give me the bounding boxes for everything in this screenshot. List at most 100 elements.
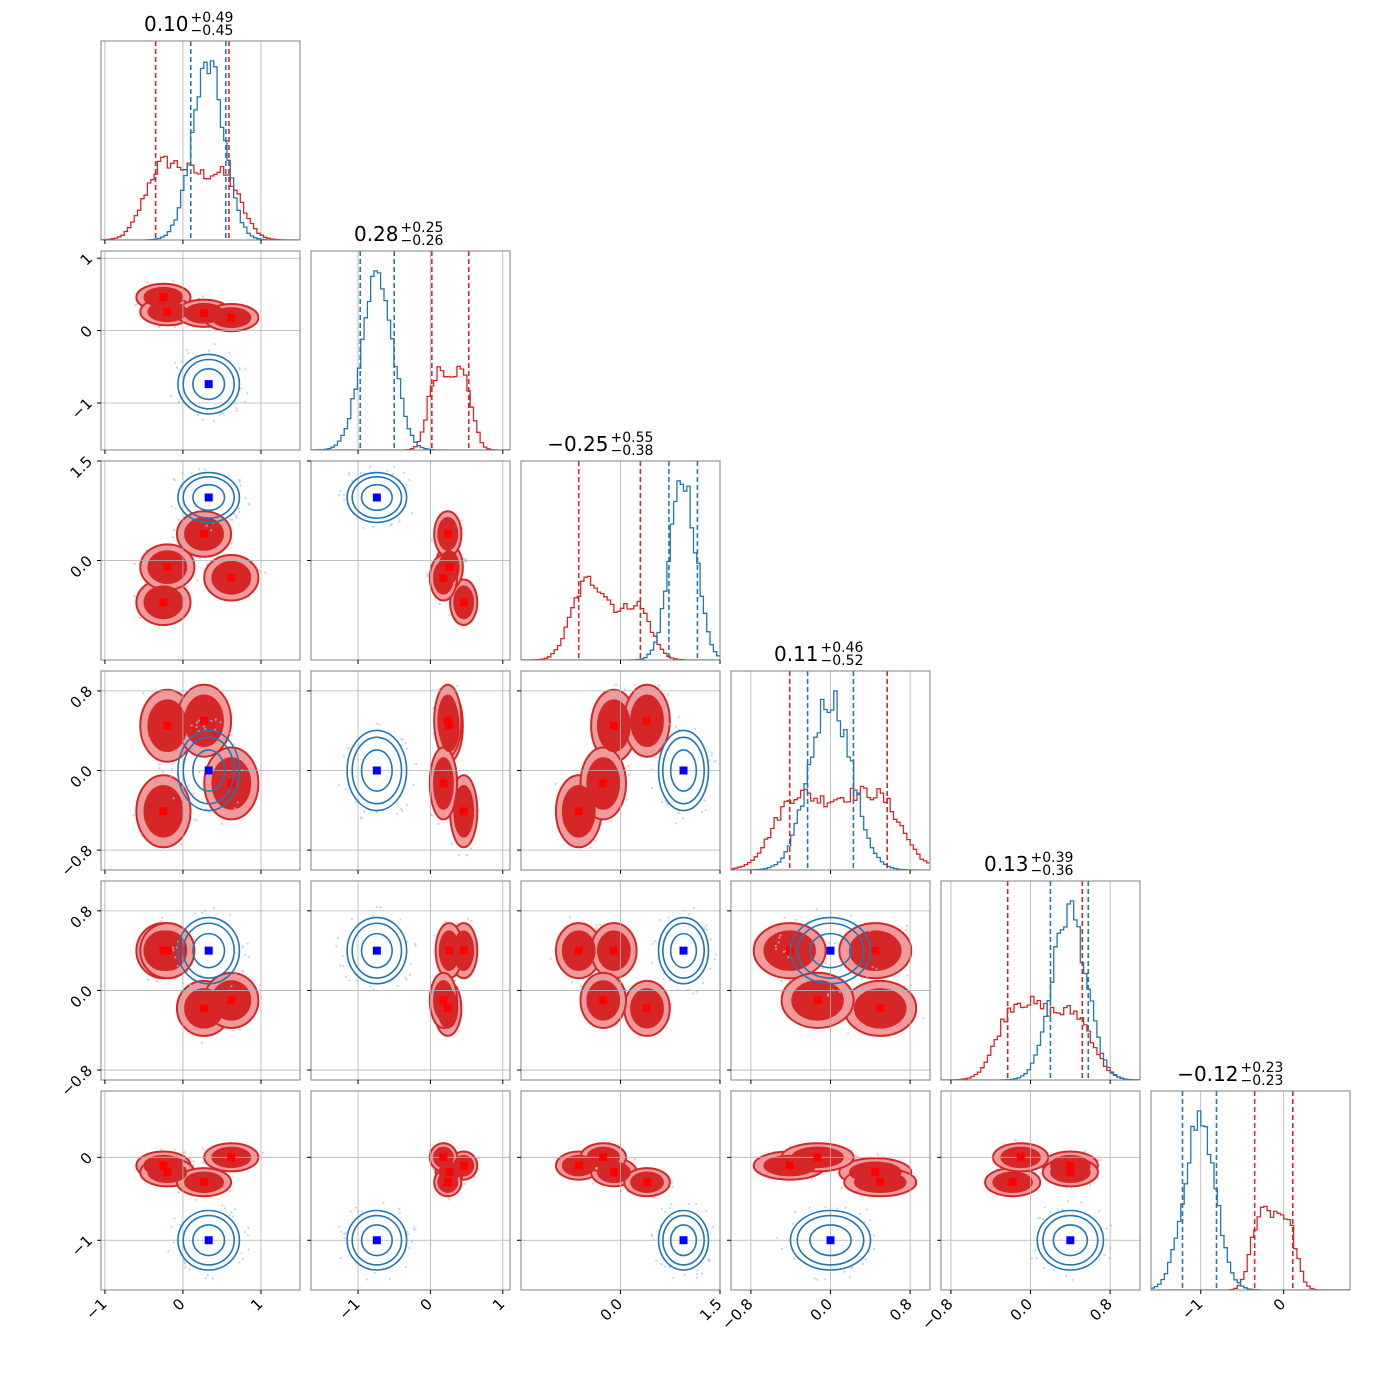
sample-point bbox=[372, 914, 375, 917]
sample-point bbox=[193, 818, 196, 821]
sample-point bbox=[470, 919, 473, 922]
sample-point bbox=[378, 723, 381, 726]
sample-point bbox=[179, 843, 183, 846]
sample-point bbox=[346, 747, 350, 750]
red-truth-marker bbox=[599, 996, 608, 1005]
red-truth-marker bbox=[599, 779, 608, 788]
x-tick-label: −1 bbox=[1178, 1295, 1206, 1323]
sample-point bbox=[146, 978, 150, 982]
blue-contour bbox=[182, 476, 235, 519]
sample-point bbox=[244, 953, 247, 957]
blue-truth-marker bbox=[826, 1236, 835, 1245]
sample-point bbox=[173, 1148, 176, 1151]
sample-point bbox=[240, 1252, 243, 1255]
sample-point bbox=[179, 1223, 182, 1226]
sample-point bbox=[795, 918, 798, 922]
sample-point bbox=[155, 980, 159, 983]
sample-point bbox=[408, 973, 411, 976]
sample-point bbox=[135, 303, 139, 306]
red-truth-marker bbox=[643, 716, 652, 725]
sample-point bbox=[1110, 1224, 1113, 1227]
y-tick-label: −0.8 bbox=[58, 1062, 96, 1100]
sample-point bbox=[658, 918, 661, 921]
sample-point bbox=[864, 1258, 867, 1261]
sample-point bbox=[594, 927, 598, 930]
sample-point bbox=[224, 526, 228, 529]
sample-point bbox=[696, 1269, 699, 1272]
sample-point bbox=[398, 520, 401, 523]
sample-point bbox=[710, 751, 713, 754]
blue-truth-marker bbox=[204, 946, 213, 955]
sample-point bbox=[203, 468, 207, 471]
sample-point bbox=[406, 940, 409, 943]
sample-point bbox=[192, 792, 195, 795]
blue-contour bbox=[192, 749, 226, 792]
sample-point bbox=[463, 1182, 467, 1186]
sample-point bbox=[355, 979, 358, 982]
sample-point bbox=[610, 820, 613, 823]
sample-point bbox=[1071, 1278, 1074, 1281]
x-tick-label: 0 bbox=[417, 1295, 436, 1314]
sample-point bbox=[201, 418, 205, 421]
sample-point bbox=[405, 804, 408, 807]
blue-contour bbox=[1052, 1224, 1089, 1257]
sample-point bbox=[1036, 1217, 1040, 1220]
sample-point bbox=[787, 956, 790, 959]
sample-point bbox=[341, 954, 345, 958]
sample-point bbox=[821, 967, 824, 970]
sample-point bbox=[693, 727, 697, 730]
sample-point bbox=[190, 724, 193, 727]
sample-point bbox=[187, 987, 190, 990]
frames-layer bbox=[100, 40, 1351, 1291]
sample-point bbox=[783, 916, 786, 919]
sample-point bbox=[363, 810, 366, 813]
blue-contour bbox=[182, 922, 235, 979]
red-truth-marker bbox=[163, 721, 172, 730]
sample-point bbox=[872, 1247, 876, 1251]
sample-point bbox=[207, 349, 210, 352]
sample-point bbox=[182, 1259, 186, 1263]
sample-point bbox=[692, 907, 695, 910]
sample-point bbox=[158, 763, 161, 766]
red-truth-marker bbox=[227, 779, 236, 788]
red-truth-marker bbox=[785, 1161, 794, 1170]
blue-contour bbox=[669, 749, 698, 792]
sample-point bbox=[1038, 1216, 1042, 1220]
sample-point bbox=[599, 924, 602, 927]
blue-contour bbox=[182, 1214, 235, 1266]
sample-point bbox=[437, 688, 441, 691]
red-histogram bbox=[521, 575, 720, 661]
sample-point bbox=[348, 471, 351, 474]
sample-point bbox=[589, 846, 592, 849]
red-truth-marker bbox=[643, 1178, 652, 1187]
red-truth-marker bbox=[609, 721, 618, 730]
sample-point bbox=[1098, 1257, 1101, 1260]
sample-point bbox=[465, 854, 468, 857]
sample-point bbox=[398, 1208, 401, 1211]
x-tick-label: 0.8 bbox=[886, 1295, 916, 1325]
sample-point bbox=[212, 420, 215, 423]
sample-point bbox=[247, 1226, 250, 1229]
sample-point bbox=[922, 1016, 925, 1020]
blue-contour bbox=[669, 932, 698, 969]
sample-point bbox=[218, 413, 221, 416]
sample-point bbox=[792, 1257, 795, 1260]
sample-point bbox=[241, 946, 245, 949]
blue-contour bbox=[177, 729, 241, 812]
red-truth-marker bbox=[163, 1168, 172, 1177]
sample-point bbox=[670, 1181, 674, 1184]
sample-point bbox=[210, 719, 213, 722]
sample-point bbox=[233, 1208, 237, 1211]
sample-point bbox=[389, 981, 392, 984]
sample-point bbox=[233, 970, 237, 973]
sample-point bbox=[228, 1189, 232, 1193]
blue-histogram bbox=[311, 270, 510, 451]
sample-point bbox=[204, 1277, 207, 1280]
sample-point bbox=[704, 808, 707, 811]
y-tick-label: 0.8 bbox=[66, 902, 96, 932]
sample-point bbox=[1049, 1211, 1052, 1214]
blue-truth-marker bbox=[204, 380, 213, 389]
red-truth-marker bbox=[574, 1161, 583, 1170]
sample-point bbox=[230, 734, 233, 737]
sample-point bbox=[408, 1246, 411, 1249]
